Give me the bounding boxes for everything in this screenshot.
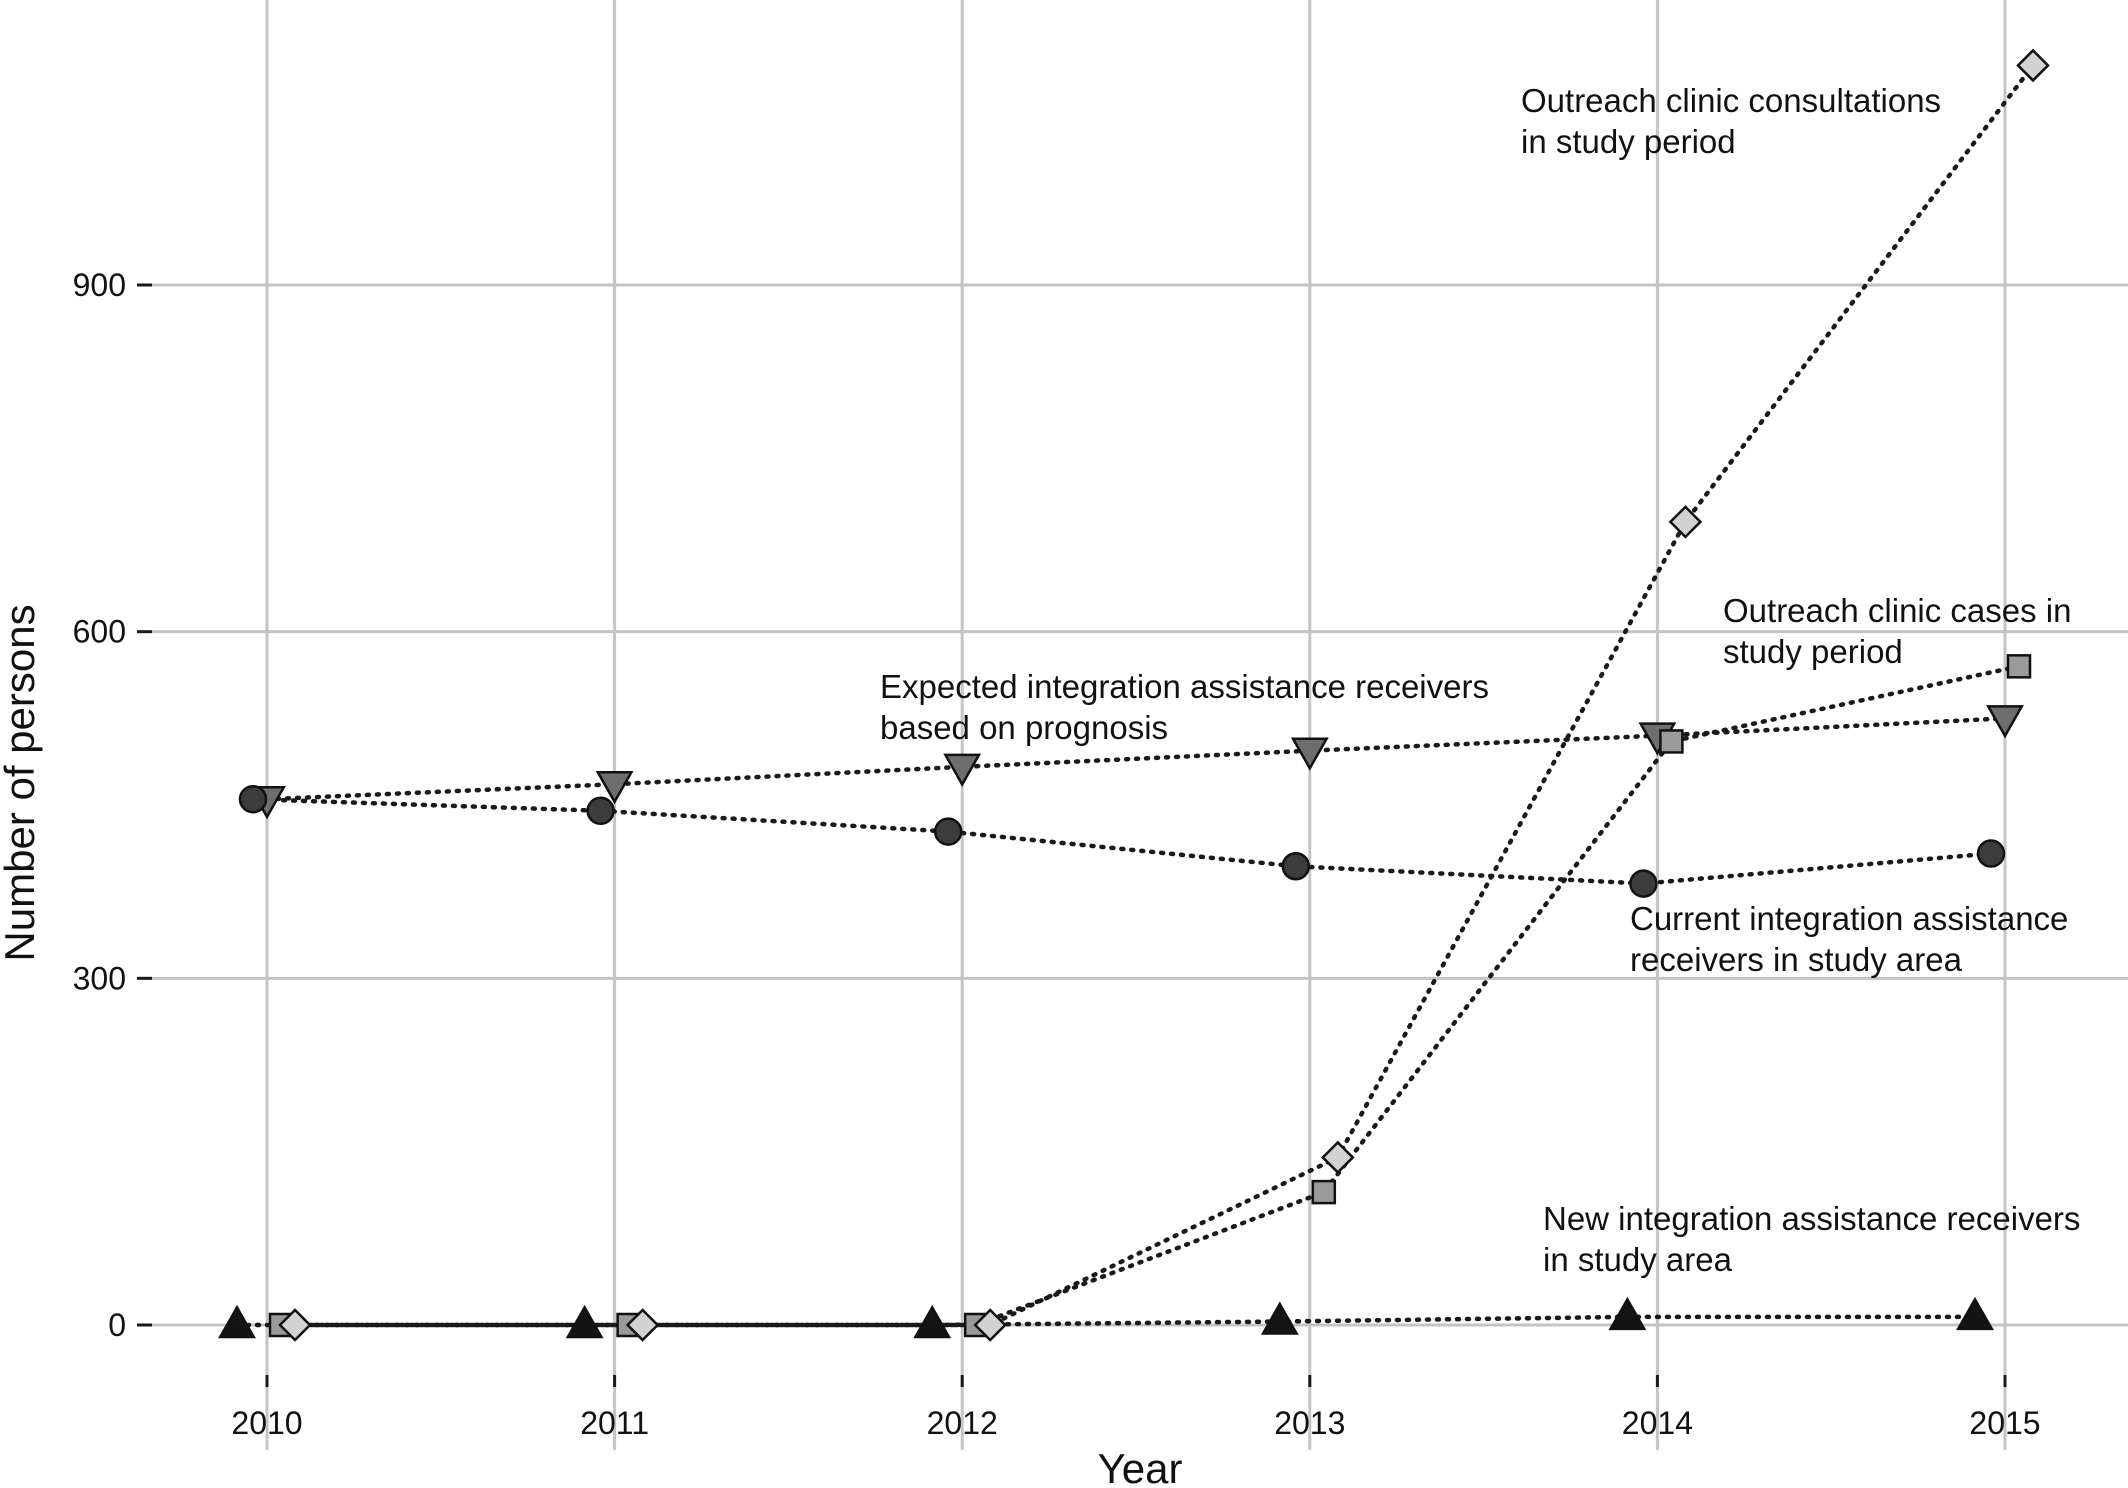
data-point-new: [1260, 1301, 1299, 1335]
data-point-expected: [943, 753, 982, 787]
data-point-expected: [1290, 737, 1329, 771]
annotation-line: in study area: [1543, 1241, 1733, 1278]
horizontal-grid-lines: [152, 283, 2128, 1327]
annotation-current: Current integration assistance receivers …: [1630, 900, 2068, 978]
series-lines: [234, 63, 2036, 1328]
data-point-new: [913, 1304, 952, 1339]
x-tick-label: 2012: [927, 1405, 998, 1441]
data-point-current: [1976, 839, 2006, 868]
series-line-cases: [278, 664, 2022, 1328]
series-markers: [218, 48, 2050, 1342]
data-point-consultations: [625, 1308, 660, 1342]
x-tick-label: 2011: [580, 1405, 649, 1441]
data-point-current: [238, 784, 268, 814]
data-point-consultations: [973, 1308, 1007, 1342]
data-point-new: [1956, 1296, 1994, 1331]
data-point-consultations: [2016, 48, 2050, 83]
annotation-line: in study period: [1521, 123, 1736, 160]
annotation-line: Outreach clinic cases in: [1723, 592, 2071, 629]
series-annotations: Outreach clinic consultations in study pe…: [880, 82, 2080, 1278]
data-point-current: [1629, 869, 1658, 898]
annotation-line: study period: [1723, 633, 1903, 670]
annotation-line: receivers in study area: [1630, 941, 1963, 978]
annotation-line: New integration assistance receivers: [1543, 1200, 2080, 1237]
data-point-cases: [2006, 654, 2032, 679]
data-point-consultations: [1668, 505, 1703, 539]
data-point-new: [1608, 1296, 1647, 1331]
x-tick-label: 2014: [1622, 1405, 1693, 1441]
data-point-new: [565, 1304, 604, 1339]
y-axis-title: Number of persons: [0, 604, 43, 961]
annotation-cases: Outreach clinic cases in study period: [1723, 592, 2071, 670]
data-point-consultations: [1321, 1140, 1355, 1175]
annotation-line: Expected integration assistance receiver…: [880, 668, 1489, 705]
data-point-cases: [1311, 1179, 1337, 1205]
annotation-line: Current integration assistance: [1630, 900, 2068, 937]
y-tick-label: 0: [108, 1307, 126, 1343]
data-point-expected: [1986, 705, 2024, 739]
x-axis-ticks: 2010 2011 2012 2013 2014 2015: [231, 1375, 2041, 1441]
x-tick-label: 2010: [231, 1405, 302, 1441]
data-point-current: [933, 817, 963, 846]
data-point-expected: [595, 770, 634, 805]
y-tick-label: 600: [73, 614, 126, 650]
data-point-current: [1281, 851, 1311, 881]
annotation-line: Outreach clinic consultations: [1521, 82, 1941, 119]
y-tick-label: 300: [73, 960, 126, 996]
data-point-current: [586, 796, 615, 826]
x-tick-label: 2013: [1274, 1405, 1345, 1441]
y-axis-ticks: 0 300 600 900: [73, 267, 152, 1343]
x-tick-label: 2015: [1969, 1405, 2040, 1441]
annotation-consultations: Outreach clinic consultations in study pe…: [1521, 82, 1941, 160]
y-tick-label: 900: [73, 267, 126, 303]
series-line-current: [250, 796, 1994, 886]
annotation-line: based on prognosis: [880, 709, 1168, 746]
data-point-cases: [1659, 729, 1684, 754]
data-point-consultations: [278, 1308, 312, 1342]
data-point-new: [218, 1304, 256, 1339]
annotation-expected: Expected integration assistance receiver…: [880, 668, 1489, 746]
x-axis-title: Year: [1098, 1445, 1183, 1488]
annotation-new: New integration assistance receivers in s…: [1543, 1200, 2080, 1278]
